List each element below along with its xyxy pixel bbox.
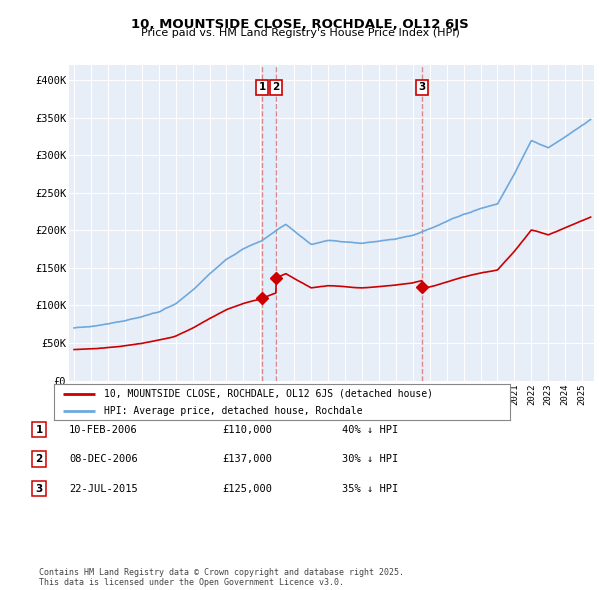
Text: 3: 3 bbox=[418, 83, 426, 93]
Text: 30% ↓ HPI: 30% ↓ HPI bbox=[342, 454, 398, 464]
Text: 3: 3 bbox=[35, 484, 43, 493]
Text: £110,000: £110,000 bbox=[222, 425, 272, 434]
Text: 10-FEB-2006: 10-FEB-2006 bbox=[69, 425, 138, 434]
Text: 1: 1 bbox=[259, 83, 266, 93]
Text: 2: 2 bbox=[272, 83, 280, 93]
Text: Price paid vs. HM Land Registry's House Price Index (HPI): Price paid vs. HM Land Registry's House … bbox=[140, 28, 460, 38]
Text: 22-JUL-2015: 22-JUL-2015 bbox=[69, 484, 138, 493]
Bar bbox=[262, 65, 276, 381]
Text: 2: 2 bbox=[35, 454, 43, 464]
Text: HPI: Average price, detached house, Rochdale: HPI: Average price, detached house, Roch… bbox=[104, 406, 362, 416]
Text: Contains HM Land Registry data © Crown copyright and database right 2025.
This d: Contains HM Land Registry data © Crown c… bbox=[39, 568, 404, 587]
Text: £137,000: £137,000 bbox=[222, 454, 272, 464]
Text: 08-DEC-2006: 08-DEC-2006 bbox=[69, 454, 138, 464]
Text: £125,000: £125,000 bbox=[222, 484, 272, 493]
Text: 40% ↓ HPI: 40% ↓ HPI bbox=[342, 425, 398, 434]
Text: 10, MOUNTSIDE CLOSE, ROCHDALE, OL12 6JS: 10, MOUNTSIDE CLOSE, ROCHDALE, OL12 6JS bbox=[131, 18, 469, 31]
Text: 10, MOUNTSIDE CLOSE, ROCHDALE, OL12 6JS (detached house): 10, MOUNTSIDE CLOSE, ROCHDALE, OL12 6JS … bbox=[104, 389, 433, 399]
Text: 35% ↓ HPI: 35% ↓ HPI bbox=[342, 484, 398, 493]
Text: 1: 1 bbox=[35, 425, 43, 434]
